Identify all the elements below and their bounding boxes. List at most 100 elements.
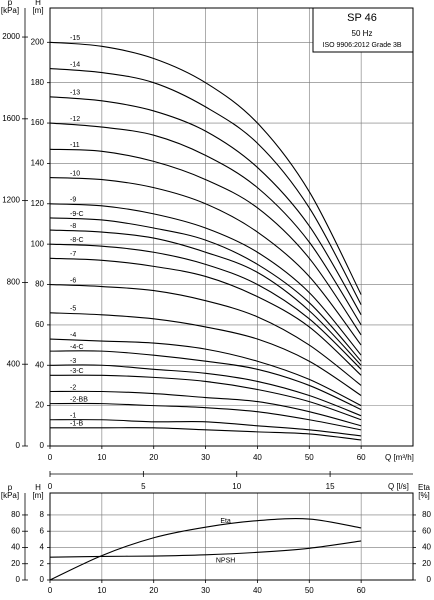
y-tick-label: 40	[35, 360, 44, 369]
p-axis-unit: [kPa]	[1, 491, 19, 500]
x-tick-label: 40	[253, 586, 262, 595]
curve-label: -2	[70, 384, 76, 391]
y2-axis-label: Eta	[418, 483, 431, 492]
y2-tick-label: 80	[422, 510, 431, 519]
curve	[49, 312, 362, 396]
curve	[49, 364, 362, 417]
legend-box	[312, 7, 414, 53]
curve-label: -11	[70, 142, 80, 149]
y-tick-label: 140	[31, 159, 45, 168]
y-tick-label: 4	[40, 543, 45, 552]
x-tick-label: 20	[149, 586, 158, 595]
x-tick-label: 50	[305, 453, 314, 462]
curve	[49, 427, 362, 441]
annotation: ISO 9906:2012 Grade 3B	[323, 42, 402, 49]
y-axis-label: H	[35, 0, 41, 7]
curve	[49, 122, 362, 326]
curve	[49, 176, 362, 346]
p-tick-label: 800	[7, 278, 21, 287]
curve-label: -1-B	[70, 421, 84, 428]
p-axis-label: p	[8, 0, 13, 7]
p-tick-label: 20	[11, 559, 20, 568]
p-axis-unit: [kPa]	[1, 6, 19, 15]
p-tick-label: 80	[11, 510, 20, 519]
x-axis-label: Q [m³/h]	[385, 453, 414, 462]
curve	[49, 390, 362, 427]
curve-label: Eta	[220, 518, 231, 525]
y-tick-label: 0	[40, 575, 45, 584]
chart-title: SP 46	[347, 12, 377, 24]
curve-label: -4-C	[70, 344, 84, 351]
x2-tick-label: 15	[326, 482, 335, 491]
curve	[49, 257, 362, 376]
y-tick-label: 8	[40, 510, 45, 519]
curve	[49, 243, 362, 370]
x-tick-label: 40	[253, 453, 262, 462]
x-tick-label: 60	[357, 453, 366, 462]
p-tick-label: 400	[7, 359, 21, 368]
x-tick-label: 0	[48, 586, 53, 595]
p-tick-label: 40	[11, 543, 20, 552]
curve-label: -1	[70, 413, 76, 420]
curve	[49, 148, 362, 336]
curve	[49, 68, 362, 305]
curve	[49, 338, 362, 407]
p-tick-label: 0	[16, 441, 21, 450]
curve-label: NPSH	[216, 558, 235, 565]
curve	[49, 283, 362, 386]
p-tick-label: 2000	[2, 32, 20, 41]
curve	[49, 41, 362, 295]
curve-label: -15	[70, 35, 80, 42]
curve	[49, 540, 362, 558]
y-tick-label: 2	[40, 559, 45, 568]
y-tick-label: 100	[31, 239, 45, 248]
y2-axis-unit: [%]	[418, 491, 430, 500]
y-tick-label: 120	[31, 199, 45, 208]
curve	[49, 96, 362, 316]
curve-label: -13	[70, 90, 80, 97]
curve	[49, 229, 362, 366]
x-tick-label: 50	[305, 586, 314, 595]
y-tick-label: 6	[40, 526, 45, 535]
y-tick-label: 60	[35, 320, 44, 329]
x2-axis-label: Q [l/s]	[388, 482, 409, 491]
curve	[49, 419, 362, 437]
y-tick-label: 0	[40, 441, 45, 450]
plot-frame	[49, 7, 414, 447]
x-tick-label: 20	[149, 453, 158, 462]
y-tick-label: 80	[35, 280, 44, 289]
curve	[49, 203, 362, 356]
x-tick-label: 10	[97, 586, 106, 595]
x-tick-label: 0	[48, 453, 53, 462]
x-tick-label: 30	[201, 453, 210, 462]
curve	[49, 374, 362, 421]
curve-label: -12	[70, 116, 80, 123]
curve-label: -9-C	[70, 211, 84, 218]
curve-label: -5	[70, 306, 76, 313]
plot-frame	[49, 492, 414, 581]
y-tick-label: 160	[31, 118, 45, 127]
p-tick-label: 60	[11, 526, 20, 535]
p-tick-label: 0	[16, 575, 21, 584]
curve	[49, 217, 362, 362]
x2-tick-label: 10	[232, 482, 241, 491]
curve-label: -14	[70, 61, 80, 68]
curve-label: -10	[70, 170, 80, 177]
curve-label: -3	[70, 358, 76, 365]
x-tick-label: 10	[97, 453, 106, 462]
curve	[49, 350, 362, 411]
y-axis-unit: [m]	[32, 6, 43, 15]
x-tick-label: 30	[201, 586, 210, 595]
curve-label: -2-BB	[70, 396, 88, 403]
p-axis-label: p	[8, 483, 13, 492]
curve-label: -8	[70, 223, 76, 230]
x2-tick-label: 5	[141, 482, 146, 491]
curve-label: -8-C	[70, 237, 84, 244]
y-axis-label: H	[35, 483, 41, 492]
x2-tick-label: 0	[48, 482, 53, 491]
y-tick-label: 180	[31, 78, 45, 87]
y-tick-label: 20	[35, 401, 44, 410]
curve-label: -4	[70, 332, 76, 339]
curve-label: -7	[70, 251, 76, 258]
